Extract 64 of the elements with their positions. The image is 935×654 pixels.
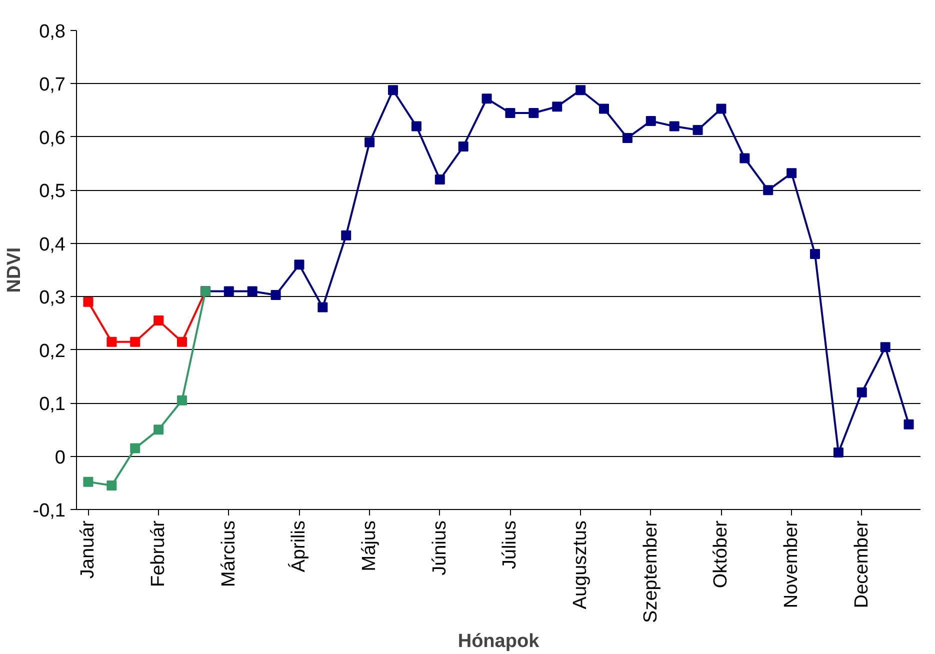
x-tick-label: November [781, 520, 802, 608]
y-tick-label: -0,1 [32, 500, 66, 522]
point [482, 94, 492, 104]
x-axis-title: Hónapok [458, 630, 540, 652]
point [106, 480, 117, 491]
x-tick-label: Október [710, 520, 732, 588]
point [856, 387, 867, 398]
x-tick-label: Augusztus [570, 520, 592, 610]
point [622, 133, 632, 144]
point [505, 108, 516, 118]
point [177, 395, 187, 406]
point [692, 125, 703, 136]
point [318, 302, 328, 312]
point [270, 290, 281, 300]
y-tick-label: 0,2 [39, 340, 66, 362]
y-tick-label: 0,3 [39, 288, 66, 309]
y-tick-label: 0,6 [39, 128, 66, 149]
x-tick-label: December [851, 520, 872, 608]
y-tick-label: 0,4 [39, 234, 66, 256]
point [247, 286, 258, 296]
y-tick-label: 0,7 [39, 74, 66, 96]
point [106, 336, 117, 347]
y-tick-label: 0,8 [39, 22, 66, 42]
point [130, 336, 140, 347]
point [177, 336, 187, 347]
point [364, 137, 375, 148]
point [786, 168, 797, 178]
point [294, 260, 304, 270]
point [576, 85, 586, 96]
point [388, 85, 398, 96]
point [669, 121, 680, 132]
point [716, 104, 726, 114]
point [458, 142, 468, 152]
point [763, 185, 774, 196]
point [810, 249, 820, 260]
x-tick-label: Március [218, 520, 240, 588]
point [646, 116, 656, 126]
point [904, 419, 914, 430]
x-tick-label: Május [359, 520, 380, 572]
y-tick-label: 0,1 [39, 394, 66, 416]
point [552, 102, 562, 112]
point [130, 443, 140, 454]
y-tick-label: 0,5 [39, 181, 66, 202]
point [599, 104, 609, 114]
x-tick-label: Április [288, 520, 310, 572]
x-tick-label: Június [429, 520, 450, 576]
point [224, 286, 234, 296]
point [833, 448, 844, 458]
y-tick-label: 0 [54, 447, 66, 468]
point [83, 296, 94, 307]
x-tick-label: Január [78, 520, 99, 579]
point [154, 316, 164, 326]
point [528, 108, 539, 118]
point [154, 424, 164, 435]
point [434, 174, 445, 185]
x-tick-label: Szeptember [640, 520, 662, 623]
x-tick-label: Február [148, 520, 170, 588]
point [411, 121, 422, 132]
point [83, 476, 94, 487]
point [341, 230, 352, 240]
point [740, 153, 750, 164]
y-axis-title: NDVI [4, 247, 25, 293]
point [880, 342, 890, 352]
x-tick-label: Július [500, 520, 521, 570]
